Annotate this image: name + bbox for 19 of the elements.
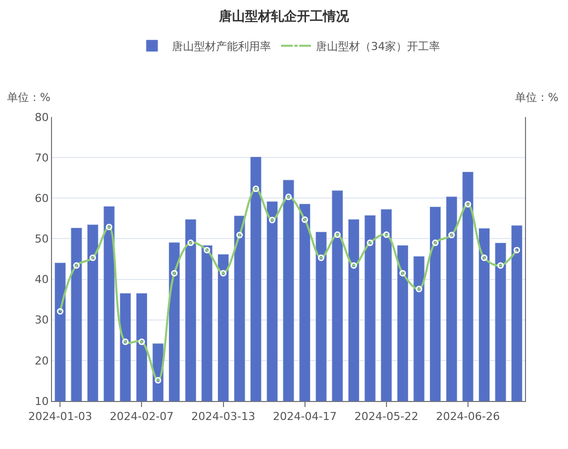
y-tick-label: 80 [34, 110, 49, 124]
x-tick-label: 2024-02-07 [110, 410, 174, 424]
x-tick-label: 2024-03-13 [191, 410, 256, 424]
y-tick-label: 30 [34, 314, 49, 327]
y-tick-label: 20 [34, 354, 49, 368]
y-tick-label: 10 [34, 394, 49, 408]
x-tick-label: 2024-04-17 [272, 410, 337, 424]
x-tick-label: 2024-01-03 [28, 410, 92, 424]
y-tick-label: 40 [34, 273, 49, 286]
legend-label: 唐山型材产能利用率 [172, 40, 271, 53]
x-tick-label: 2024-06-26 [436, 410, 500, 424]
legend-label: 唐山型材（34家）开工率 [316, 40, 440, 53]
chart-title: 唐山型材轧企开工情况 [218, 8, 350, 24]
y-tick-label: 60 [34, 192, 49, 205]
y-axis-title: 单位：% [7, 91, 50, 104]
y-tick-label: 70 [34, 151, 49, 164]
x-tick-label: 2024-05-22 [354, 410, 418, 424]
text: 单位：% [515, 91, 558, 104]
y-tick-label: 50 [34, 232, 49, 246]
